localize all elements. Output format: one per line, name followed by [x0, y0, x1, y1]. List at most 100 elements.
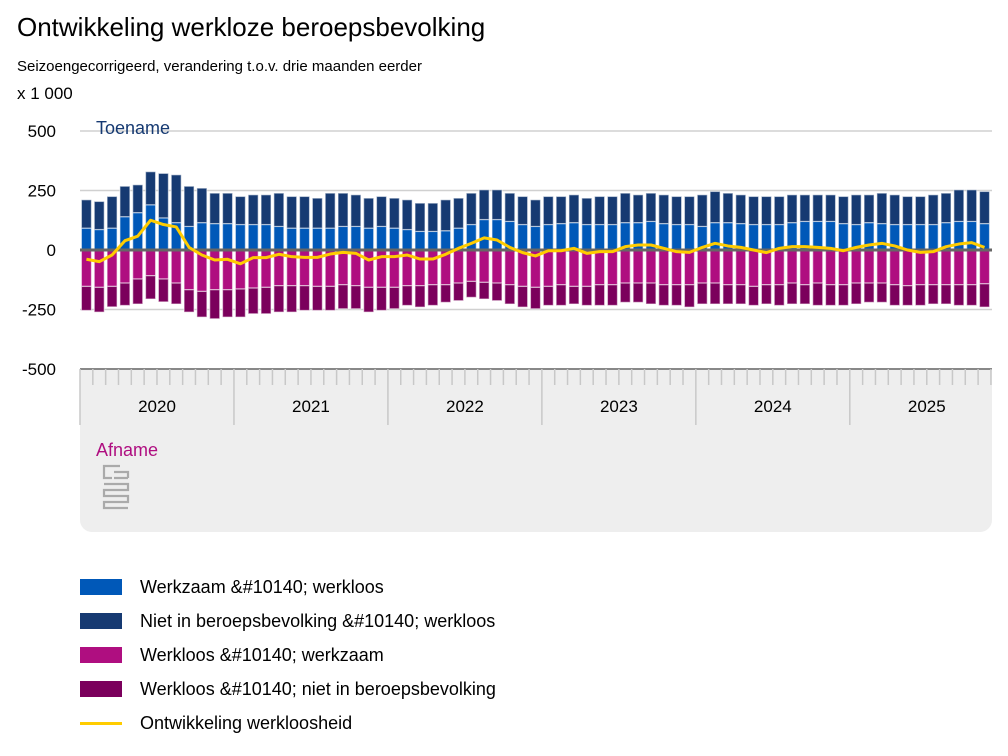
- bar-segment: [581, 223, 593, 251]
- bar-segment: [683, 223, 696, 251]
- bar-segment: [183, 185, 195, 228]
- bar-segment: [914, 223, 926, 251]
- bar-segment: [555, 284, 567, 307]
- bar-segment: [927, 284, 939, 305]
- bar-segment: [196, 187, 208, 224]
- bar-segment: [722, 249, 734, 286]
- bar-segment: [517, 285, 529, 308]
- bar-segment: [221, 289, 234, 318]
- bar-segment: [837, 284, 849, 307]
- bar-segment: [799, 249, 811, 286]
- bar-segment: [978, 283, 991, 308]
- bar-segment: [132, 278, 144, 305]
- bar-segment: [337, 284, 349, 310]
- bar-segment: [696, 282, 708, 305]
- bar-segment: [901, 249, 914, 287]
- bar-segment: [221, 249, 234, 291]
- bar-segment: [824, 194, 837, 223]
- bar-segment: [901, 223, 914, 251]
- bar-segment: [658, 284, 670, 307]
- bar-segment: [876, 249, 888, 284]
- year-label: 2025: [908, 397, 946, 416]
- bar-segment: [901, 285, 914, 307]
- bar-segment: [606, 284, 619, 307]
- bar-segment: [337, 225, 349, 251]
- legend-label: Werkloos &#10140; werkzaam: [140, 644, 384, 665]
- bar-segment: [504, 284, 516, 305]
- bar-segment: [760, 223, 773, 251]
- bar-segment: [594, 195, 606, 226]
- bar-segment: [645, 282, 657, 305]
- bar-segment: [966, 284, 978, 307]
- bar-segment: [966, 220, 978, 251]
- bar-segment: [735, 194, 747, 225]
- unit-label: x 1 000: [17, 84, 73, 103]
- axis-panel: [80, 369, 992, 532]
- bar-segment: [504, 192, 516, 223]
- bar-segment: [542, 249, 554, 288]
- bar-segment: [837, 222, 849, 251]
- logo-glyph: [102, 482, 130, 510]
- bar-segment: [491, 249, 503, 284]
- bar-segment: [683, 195, 696, 226]
- legend-item: Niet in beroepsbevolking &#10140; werklo…: [80, 604, 496, 638]
- bar-segment: [106, 227, 118, 251]
- bar-segment: [594, 284, 606, 307]
- bar-segment: [722, 284, 734, 305]
- annotation-toename: Toename: [96, 118, 170, 138]
- legend-swatch: [80, 613, 122, 629]
- bar-segment: [658, 194, 670, 225]
- bar-segment: [683, 249, 696, 286]
- bar-segment: [542, 195, 554, 226]
- chart-plot: 500 250 0 -250 -500 Toename Afname 2020 2021 2022…: [22, 118, 992, 532]
- bar-segment: [80, 227, 93, 251]
- bar-segment: [876, 192, 888, 225]
- bar-segment: [581, 285, 593, 307]
- bar-segment: [824, 249, 837, 286]
- bar-segment: [747, 223, 760, 251]
- bar-segment: [132, 184, 144, 214]
- bar-segment: [440, 284, 452, 303]
- bar-segment: [119, 282, 131, 307]
- bar-segment: [144, 249, 157, 277]
- bar-segment: [144, 275, 157, 300]
- bar-segment: [311, 285, 323, 312]
- bar-segment: [940, 249, 952, 286]
- bar-segment: [658, 249, 670, 286]
- bar-segment: [144, 171, 157, 206]
- bar-segment: [619, 192, 631, 224]
- bar-segment: [786, 194, 798, 224]
- bar-segment: [619, 282, 631, 303]
- bar-segment: [93, 249, 105, 288]
- bar-segment: [93, 200, 105, 231]
- bar-segment: [324, 227, 336, 251]
- bar-segment: [401, 228, 413, 251]
- bar-segment: [478, 249, 490, 283]
- year-label: 2024: [754, 397, 792, 416]
- bar-segment: [465, 192, 477, 226]
- bar-segment: [735, 284, 747, 305]
- bar-segment: [363, 197, 375, 229]
- bar-segment: [170, 282, 182, 305]
- bar-segment: [286, 285, 298, 313]
- bar-segment: [529, 286, 542, 310]
- bar-segment: [401, 285, 413, 307]
- bar-segment: [773, 284, 785, 307]
- bar-segment: [375, 286, 388, 312]
- bar-segment: [234, 288, 246, 318]
- bar-segment: [824, 220, 837, 251]
- bar-segment: [747, 285, 760, 307]
- bar-segment: [440, 199, 452, 232]
- bar-segment: [901, 195, 914, 226]
- bar-segment: [221, 192, 234, 225]
- bar-segment: [363, 249, 375, 288]
- bar-segment: [889, 284, 901, 307]
- bar-segment: [80, 285, 93, 312]
- bar-segment: [606, 223, 619, 251]
- bar-segment: [247, 287, 259, 315]
- bar-segment: [298, 249, 311, 287]
- bar-segment: [645, 249, 657, 284]
- bar-segment: [799, 284, 811, 305]
- bar-segment: [478, 189, 490, 221]
- bar-segment: [350, 285, 362, 310]
